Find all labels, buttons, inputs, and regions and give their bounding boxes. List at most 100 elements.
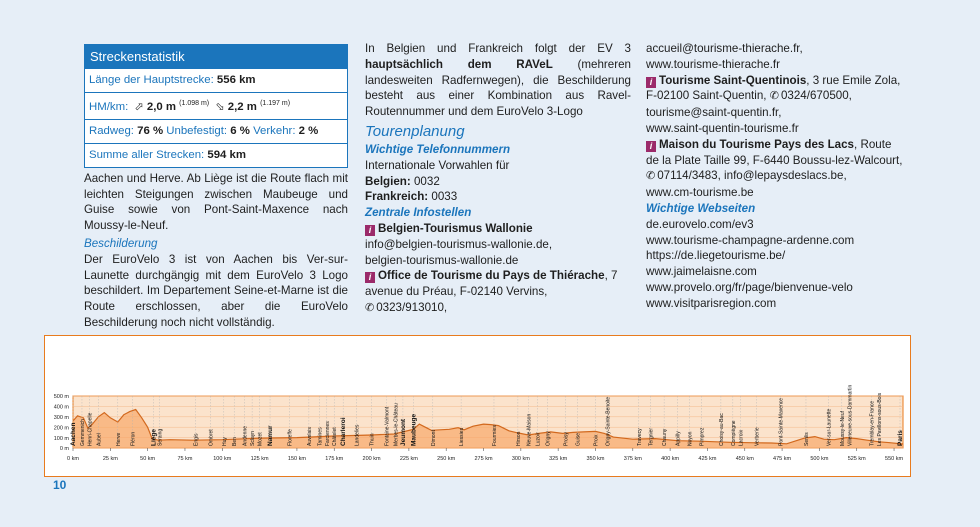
wallonie-email[interactable]: info@belgien-tourismus-wallonie.de, [365,237,553,251]
belgium-label: Belgien: [365,174,411,188]
radweg-label: Radweg: [89,124,134,137]
wallonie-entry: i Belgien-Tourismus Wallonie [365,221,631,237]
place-label: Villeneuve-sous-Dammartin [847,384,853,446]
x-tick-label: 150 km [288,456,306,462]
ravel-paragraph: In Belgien und Frankreich folgt der EV 3… [365,41,631,120]
thierache-email[interactable]: accueil@tourisme-thierache.fr, [646,42,803,55]
page-number: 10 [53,478,67,492]
saint-quentin-name: Tourisme Saint-Quentinois [659,73,807,87]
thierache-entry: i Office de Tourisme du Pays de Thiérache… [365,268,631,316]
thierache-phone: 0323/913010, [376,300,448,314]
place-label: Floreffe [287,429,293,446]
saint-quentin-entry: i Tourisme Saint-Quentinois, 3 rue Emile … [646,73,906,106]
website-link[interactable]: www.jaimelaisne.com [646,265,757,279]
x-tick-label: 0 km [67,456,79,462]
thierache-name: Office de Tourisme du Pays de Thiérache [378,269,605,283]
dialing-codes-intro: Internationale Vorwahlen für [365,158,510,172]
x-tick-label: 175 km [325,456,343,462]
place-label: Lacroix [738,429,744,446]
sum-value: 594 km [207,148,247,161]
place-label: Neuve-Maison [526,414,532,446]
pays-des-lacs-contact: ✆ 07114/3483, info@lepaysdeslacs.be, [646,168,906,185]
height-row: HM/km: ⬀ 2,0 m (1.098 m) ⬂ 2,2 m (1.197 … [85,92,347,119]
place-label: Aubel [96,433,102,446]
website-link[interactable]: www.visitparisregion.com [646,296,777,310]
descent-total: (1.197 m) [260,100,291,107]
elevation-line [72,408,904,445]
left-column: Streckenstatistik Länge der Hauptstrecke… [84,44,348,331]
main-length-value: 556 km [216,74,256,86]
unbefestigt-value: 6 % [230,124,250,137]
x-tick-label: 100 km [213,456,231,462]
descent-arrow-icon: ⬂ [212,100,225,113]
x-tick-label: 300 km [512,456,530,462]
info-icon: i [365,272,375,284]
place-label: Andenne [243,426,249,446]
place-label: Namur [267,425,274,446]
descent-value: 2,2 m [227,100,257,113]
website-link[interactable]: de.eurovelo.com/ev3 [646,217,754,231]
thierache-website[interactable]: www.tourisme-thierache.fr [646,57,781,71]
pays-des-lacs-entry: i Maison du Tourisme Pays des Lacs, Route… [646,137,906,169]
info-icon: i [646,76,656,88]
right-column: accueil@tourisme-thierache.fr, www.touri… [646,41,906,312]
pays-des-lacs-website[interactable]: www.cm-tourisme.be [646,186,754,200]
sum-label: Summe aller Strecken: [89,148,205,161]
place-label: Seraing [158,429,164,446]
place-label: Verberie [755,427,761,446]
ascent-total: (1.098 m) [179,100,210,107]
x-tick-label: 500 km [810,456,828,462]
place-label: Landelies [355,424,361,446]
place-label: Farciennes [325,421,331,446]
place-label: Compiègne [731,420,737,446]
pays-des-lacs-address: , Route de la Plate Taille 99, F-6440 Bo… [646,137,903,167]
y-tick-label: 0 m [60,446,70,452]
place-label: Liège [151,429,158,446]
website-link[interactable]: www.tourisme-champagne-ardenne.com [646,233,855,247]
x-tick-label: 350 km [586,456,604,462]
place-label: Châtelet [332,427,338,446]
x-tick-label: 50 km [140,456,155,462]
x-tick-label: 275 km [474,456,492,462]
website-link[interactable]: www.provelo.org/fr/page/bienvenue-velo [646,280,853,294]
y-tick-label: 100 m [54,436,70,442]
unbefestigt-label: Unbefestigt: [166,124,228,137]
place-label: Engis [193,433,199,446]
place-label: Tamines [317,427,323,446]
place-label: Sclayn [250,431,256,446]
wallonie-website[interactable]: belgien-tourismus-wallonie.de [365,253,519,267]
place-label: Senlis [804,432,810,446]
place-label: Maubeuge [410,413,417,446]
phone-icon: ✆ [646,170,656,183]
place-label: Proix [593,434,599,446]
place-label: Fontaine-Valmont [384,406,390,446]
route-description: Aachen und Herve. Ab Liège ist die Route… [84,171,348,233]
place-label: Choisy-au-Bac [719,413,725,446]
tour-planning-heading: Tourenplanung [365,122,465,140]
ravel-text-a: In Belgien und Frankreich folgt der EV 3 [365,42,631,55]
verkehr-label: Verkehr: [253,124,296,137]
place-label: Ver-sur-Launette [826,409,832,446]
saint-quentin-website[interactable]: www.saint-quentin-tourisme.fr [646,121,799,135]
x-tick-label: 375 km [624,456,642,462]
x-tick-label: 525 km [848,456,866,462]
place-label: Huy [222,437,228,446]
radweg-value: 76 % [137,124,164,137]
place-label: Appilly [676,431,682,446]
elevation-chart: 500 m 400 m 300 m 200 m 100 m 0 m 0 km 25 km 50 … [54,384,904,462]
france-label: Frankreich: [365,190,429,204]
pays-des-lacs-name: Maison du Tourisme Pays des Lacs [659,137,855,151]
place-label: Henri-Chapelle [87,412,93,446]
place-label: Jeumont [400,418,407,446]
signage-text: Der EuroVelo 3 ist von Aachen bis Ver-su… [84,252,348,329]
ascent-arrow-icon: ⬀ [131,100,144,113]
website-link[interactable]: https://de.liegetourisme.be/ [646,249,786,263]
place-label: Hirson [516,431,522,446]
verkehr-value: 2 % [298,124,319,137]
place-label: Herve [116,432,122,446]
hm-label: HM/km: [89,100,129,113]
place-label: Pimprez [699,427,705,446]
info-icon: i [646,140,656,152]
ravel-text-c: (mehreren landesweiten Radfernwegen), di… [365,57,631,119]
saint-quentin-email[interactable]: tourisme@saint-quentin.fr, [646,106,782,120]
